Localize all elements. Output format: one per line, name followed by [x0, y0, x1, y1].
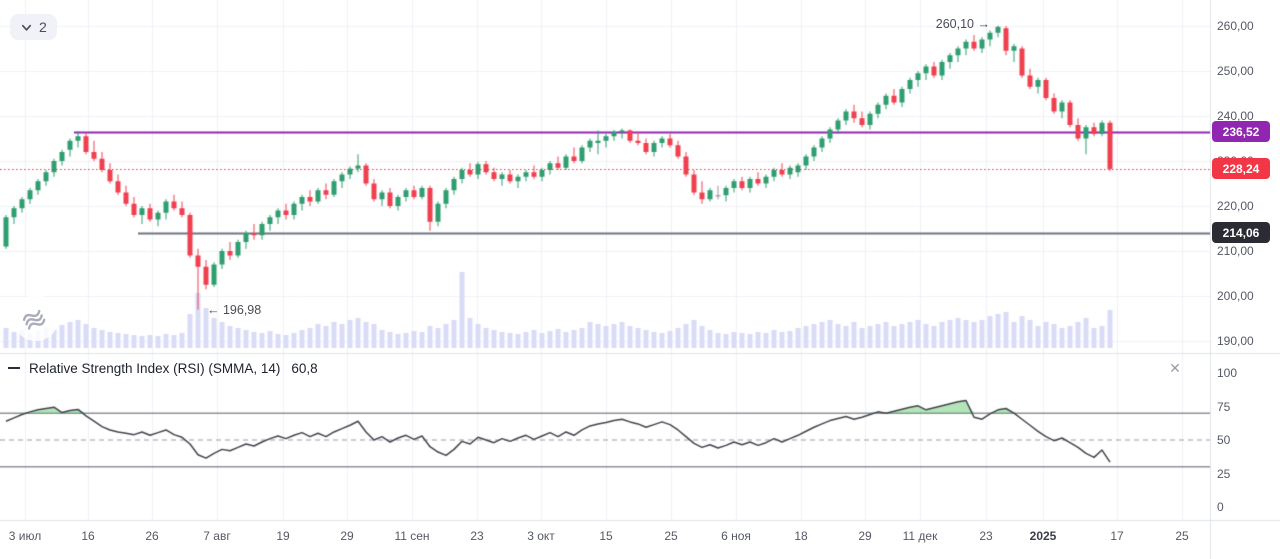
indicators-count: 2 [39, 19, 47, 35]
rsi-axis[interactable]: 100 75 50 25 0 [1217, 0, 1279, 559]
time-axis[interactable]: 3 июл 16 26 7 авг 19 29 11 сен 23 3 окт 15 25 6 ноя… [0, 521, 1280, 559]
time-tick-label: 25 [664, 529, 678, 543]
time-tick-label: 15 [599, 529, 613, 543]
price-badge: 214,06 [1212, 222, 1270, 244]
rsi-legend-value: 60,8 [291, 360, 318, 376]
indicators-collapse-pill[interactable]: 2 [10, 14, 57, 40]
rsi-tick-label: 75 [1217, 399, 1231, 414]
time-tick-label: 26 [145, 529, 159, 543]
rsi-tick-label: 0 [1217, 500, 1224, 514]
time-tick-label: 29 [340, 529, 354, 543]
rsi-legend: Relative Strength Index (RSI) (SMMA, 14)… [8, 360, 318, 376]
rsi-tick-label: 100 [1217, 366, 1238, 380]
time-tick-label: 3 окт [527, 529, 555, 543]
price-tick-label: 200,00 [1217, 289, 1254, 303]
rsi-tick-label: 25 [1217, 466, 1231, 481]
price-badge: 236,52 [1212, 121, 1270, 143]
time-tick-label: 11 сен [394, 529, 430, 543]
rsi-tick-label: 50 [1217, 433, 1231, 447]
time-tick-label: 3 июл [8, 529, 42, 543]
time-tick-label: 18 [794, 529, 808, 543]
time-tick-label: 23 [470, 529, 484, 543]
minus-icon [8, 366, 20, 370]
time-tick-label: 16 [81, 529, 95, 543]
price-tick-label: 250,00 [1217, 64, 1254, 78]
time-tick-label: 11 дек [902, 529, 938, 543]
time-tick-label: 23 [979, 529, 993, 543]
price-tick-label: 190,00 [1217, 334, 1254, 348]
time-tick-label: 29 [858, 529, 872, 543]
high-price-annotation: 260,10 → [935, 16, 990, 31]
low-price-annotation: ← 196,98 [207, 302, 262, 317]
price-tick-label: 220,00 [1217, 199, 1254, 213]
time-tick-label: 19 [276, 529, 290, 543]
price-tick-label: 260,00 [1217, 19, 1254, 33]
price-tick-label: 210,00 [1217, 244, 1254, 258]
time-tick-label: 6 ноя [721, 529, 751, 543]
time-tick-label: 7 авг [203, 529, 231, 543]
time-tick-label: 17 [1110, 529, 1124, 543]
price-badge: 228,24 [1212, 158, 1270, 180]
rsi-legend-title: Relative Strength Index (RSI) (SMMA, 14) [29, 360, 281, 376]
time-tick-label: 25 [1175, 529, 1189, 543]
time-tick-label: 2025 [1029, 529, 1057, 543]
chevron-down-icon [21, 24, 32, 31]
price-tick-label: 240,00 [1217, 109, 1254, 123]
rsi-close-button[interactable]: ✕ [1169, 360, 1181, 376]
broker-watermark-icon [13, 295, 59, 341]
